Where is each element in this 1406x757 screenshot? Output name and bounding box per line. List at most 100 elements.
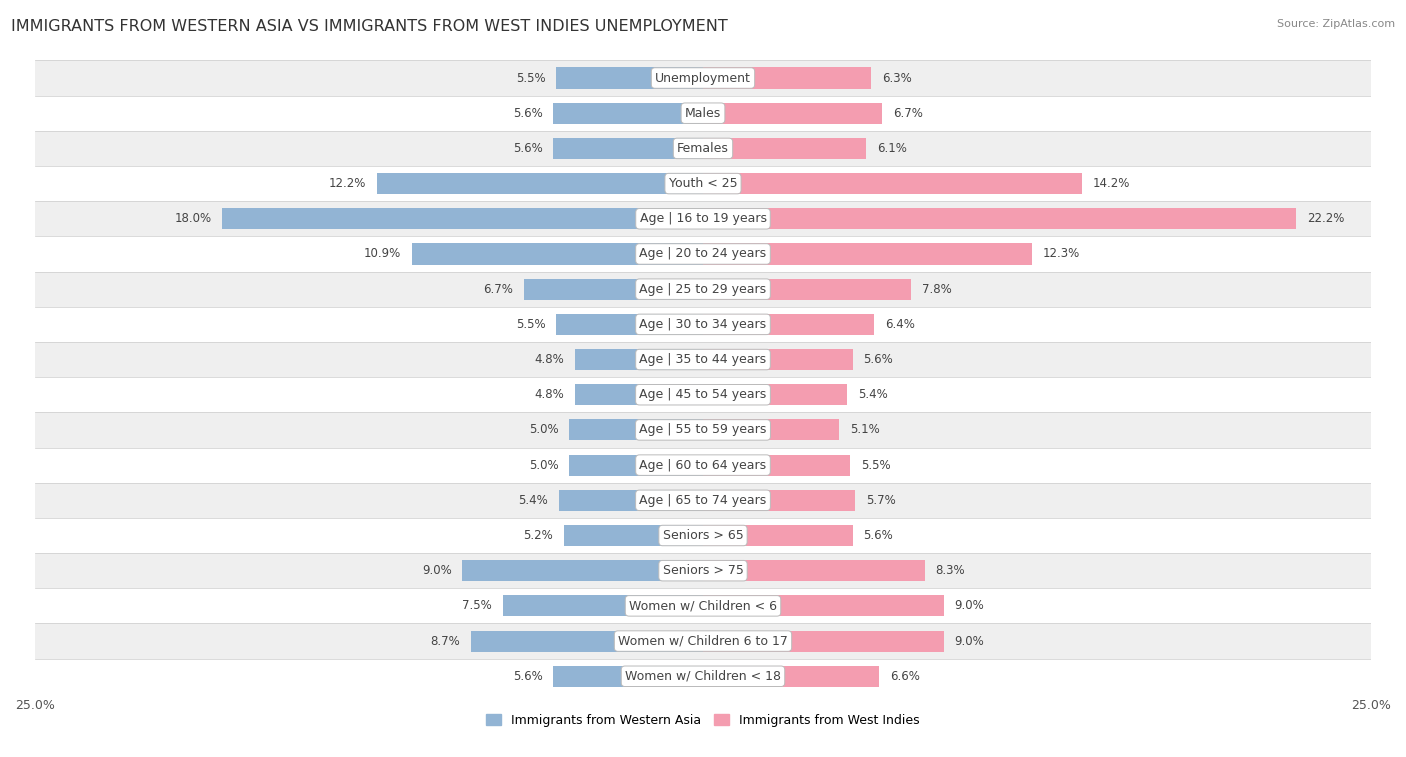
Text: Age | 60 to 64 years: Age | 60 to 64 years [640, 459, 766, 472]
Bar [35, 131, 1371, 166]
Bar [703, 631, 943, 652]
Text: 8.3%: 8.3% [935, 564, 965, 577]
Bar [703, 314, 875, 335]
Bar [471, 631, 703, 652]
Bar [558, 490, 703, 511]
Bar [35, 61, 1371, 95]
Text: 8.7%: 8.7% [430, 634, 460, 647]
Text: 9.0%: 9.0% [955, 600, 984, 612]
Text: 6.4%: 6.4% [884, 318, 914, 331]
Bar [35, 342, 1371, 377]
Bar [703, 349, 852, 370]
Bar [377, 173, 703, 194]
Text: Women w/ Children < 18: Women w/ Children < 18 [626, 670, 780, 683]
Text: Age | 65 to 74 years: Age | 65 to 74 years [640, 494, 766, 506]
Bar [35, 447, 1371, 483]
Bar [35, 95, 1371, 131]
Bar [35, 307, 1371, 342]
Text: Age | 55 to 59 years: Age | 55 to 59 years [640, 423, 766, 437]
Legend: Immigrants from Western Asia, Immigrants from West Indies: Immigrants from Western Asia, Immigrants… [481, 709, 925, 732]
Bar [555, 67, 703, 89]
Text: 12.3%: 12.3% [1042, 248, 1080, 260]
Text: 5.1%: 5.1% [851, 423, 880, 437]
Bar [703, 173, 1083, 194]
Text: 9.0%: 9.0% [955, 634, 984, 647]
Text: Females: Females [678, 142, 728, 155]
Bar [575, 385, 703, 405]
Bar [703, 595, 943, 616]
Text: 5.4%: 5.4% [519, 494, 548, 506]
Bar [35, 166, 1371, 201]
Bar [703, 67, 872, 89]
Bar [703, 665, 879, 687]
Bar [222, 208, 703, 229]
Text: Age | 45 to 54 years: Age | 45 to 54 years [640, 388, 766, 401]
Bar [703, 385, 848, 405]
Text: Age | 30 to 34 years: Age | 30 to 34 years [640, 318, 766, 331]
Text: Women w/ Children < 6: Women w/ Children < 6 [628, 600, 778, 612]
Bar [575, 349, 703, 370]
Bar [569, 454, 703, 475]
Bar [35, 483, 1371, 518]
Text: Age | 25 to 29 years: Age | 25 to 29 years [640, 282, 766, 296]
Text: 7.5%: 7.5% [463, 600, 492, 612]
Bar [703, 525, 852, 546]
Text: 9.0%: 9.0% [422, 564, 451, 577]
Bar [703, 454, 851, 475]
Text: 22.2%: 22.2% [1308, 212, 1344, 226]
Text: Seniors > 75: Seniors > 75 [662, 564, 744, 577]
Text: Youth < 25: Youth < 25 [669, 177, 737, 190]
Text: Age | 20 to 24 years: Age | 20 to 24 years [640, 248, 766, 260]
Bar [703, 208, 1296, 229]
Bar [35, 659, 1371, 694]
Bar [412, 244, 703, 264]
Text: Age | 16 to 19 years: Age | 16 to 19 years [640, 212, 766, 226]
Text: 4.8%: 4.8% [534, 353, 564, 366]
Text: 5.6%: 5.6% [863, 353, 893, 366]
Bar [463, 560, 703, 581]
Bar [703, 419, 839, 441]
Bar [35, 377, 1371, 413]
Text: Unemployment: Unemployment [655, 71, 751, 85]
Text: 5.6%: 5.6% [513, 107, 543, 120]
Text: Males: Males [685, 107, 721, 120]
Bar [703, 279, 911, 300]
Text: Age | 35 to 44 years: Age | 35 to 44 years [640, 353, 766, 366]
Text: 4.8%: 4.8% [534, 388, 564, 401]
Text: Women w/ Children 6 to 17: Women w/ Children 6 to 17 [619, 634, 787, 647]
Text: 7.8%: 7.8% [922, 282, 952, 296]
Bar [35, 236, 1371, 272]
Text: 5.6%: 5.6% [513, 670, 543, 683]
Text: Seniors > 65: Seniors > 65 [662, 529, 744, 542]
Text: 5.5%: 5.5% [860, 459, 890, 472]
Text: 5.5%: 5.5% [516, 71, 546, 85]
Bar [703, 244, 1032, 264]
Text: 5.4%: 5.4% [858, 388, 887, 401]
Text: 14.2%: 14.2% [1092, 177, 1130, 190]
Text: 6.7%: 6.7% [484, 282, 513, 296]
Text: 6.3%: 6.3% [882, 71, 911, 85]
Text: 6.1%: 6.1% [877, 142, 907, 155]
Bar [569, 419, 703, 441]
Bar [35, 624, 1371, 659]
Bar [564, 525, 703, 546]
Text: 5.2%: 5.2% [523, 529, 554, 542]
Bar [35, 518, 1371, 553]
Bar [35, 413, 1371, 447]
Bar [35, 201, 1371, 236]
Bar [502, 595, 703, 616]
Bar [703, 103, 882, 123]
Bar [555, 314, 703, 335]
Bar [554, 103, 703, 123]
Text: 5.6%: 5.6% [863, 529, 893, 542]
Text: 6.7%: 6.7% [893, 107, 922, 120]
Text: 5.5%: 5.5% [516, 318, 546, 331]
Text: 5.0%: 5.0% [529, 423, 558, 437]
Bar [703, 138, 866, 159]
Bar [703, 560, 925, 581]
Text: 5.0%: 5.0% [529, 459, 558, 472]
Text: 6.6%: 6.6% [890, 670, 920, 683]
Text: 5.7%: 5.7% [866, 494, 896, 506]
Text: IMMIGRANTS FROM WESTERN ASIA VS IMMIGRANTS FROM WEST INDIES UNEMPLOYMENT: IMMIGRANTS FROM WESTERN ASIA VS IMMIGRAN… [11, 19, 728, 34]
Bar [35, 553, 1371, 588]
